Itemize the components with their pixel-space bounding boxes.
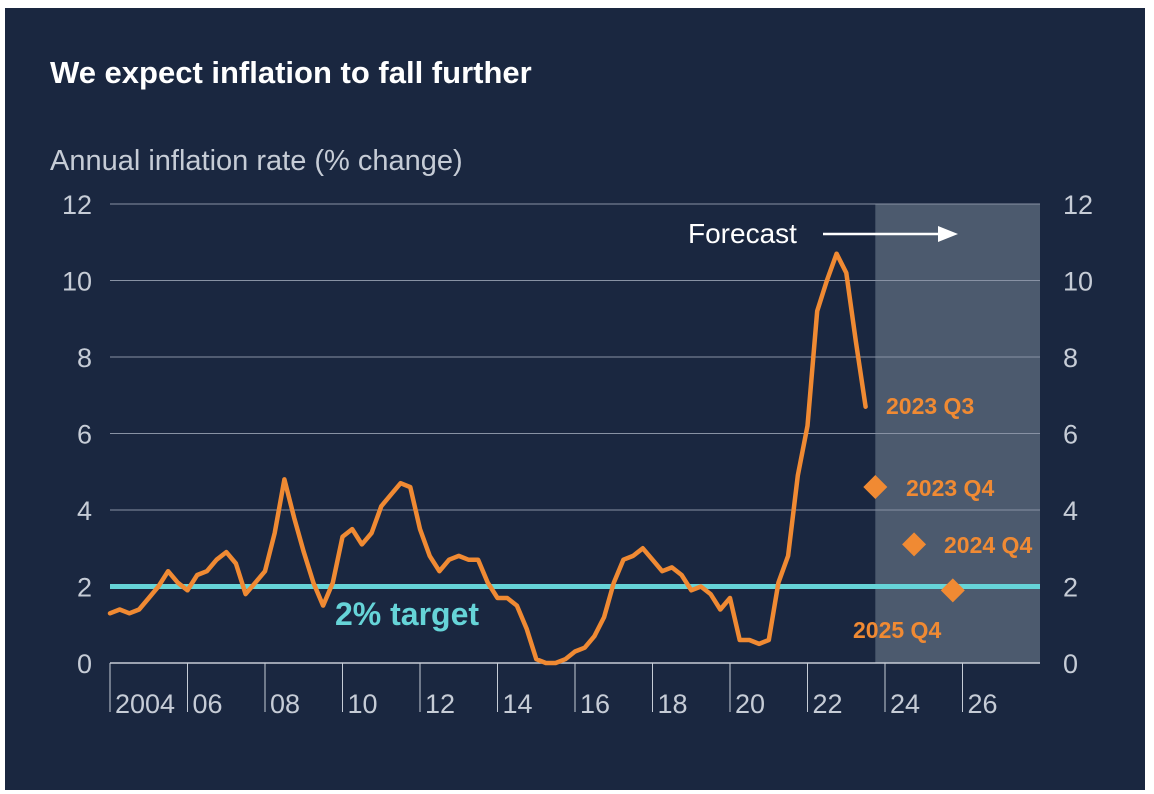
y-tick-label-right: 2 — [1063, 573, 1078, 603]
x-tick-label: 14 — [503, 689, 533, 719]
x-tick-label: 20 — [735, 689, 765, 719]
y-tick-label-left: 6 — [77, 420, 92, 450]
chart-title: We expect inflation to fall further — [50, 55, 532, 90]
x-tick-label: 22 — [813, 689, 843, 719]
x-tick-label: 10 — [348, 689, 378, 719]
x-tick-label: 06 — [193, 689, 223, 719]
y-tick-label-right: 0 — [1063, 649, 1078, 679]
forecast-point-label: 2024 Q4 — [944, 532, 1032, 558]
y-tick-label-left: 4 — [77, 496, 92, 526]
series-end-label: 2023 Q3 — [886, 393, 974, 419]
y-tick-label-left: 2 — [77, 573, 92, 603]
y-tick-label-right: 12 — [1063, 190, 1093, 220]
x-tick-label: 12 — [425, 689, 455, 719]
y-axis-label: Annual inflation rate (% change) — [50, 145, 463, 177]
x-tick-label: 16 — [580, 689, 610, 719]
x-tick-label: 08 — [270, 689, 300, 719]
x-tick-label: 26 — [968, 689, 998, 719]
y-tick-label-right: 8 — [1063, 343, 1078, 373]
forecast-point-label: 2023 Q4 — [906, 475, 994, 501]
forecast-point — [940, 578, 965, 603]
y-tick-label-right: 6 — [1063, 420, 1078, 450]
y-tick-label-right: 4 — [1063, 496, 1078, 526]
target-label: 2% target — [335, 596, 479, 632]
forecast-point-label: 2025 Q4 — [853, 617, 941, 643]
forecast-arrow-head — [938, 226, 958, 242]
x-tick-label: 24 — [890, 689, 920, 719]
forecast-label: Forecast — [688, 218, 797, 249]
forecast-point — [863, 475, 888, 500]
x-tick-label: 2004 — [115, 689, 175, 719]
y-tick-label-right: 10 — [1063, 267, 1093, 297]
forecast-point — [902, 532, 927, 557]
y-tick-label-left: 8 — [77, 343, 92, 373]
y-tick-label-left: 12 — [62, 190, 92, 220]
x-tick-label: 18 — [658, 689, 688, 719]
inflation-line — [107, 251, 868, 666]
y-tick-label-left: 0 — [77, 649, 92, 679]
y-tick-label-left: 10 — [62, 267, 92, 297]
